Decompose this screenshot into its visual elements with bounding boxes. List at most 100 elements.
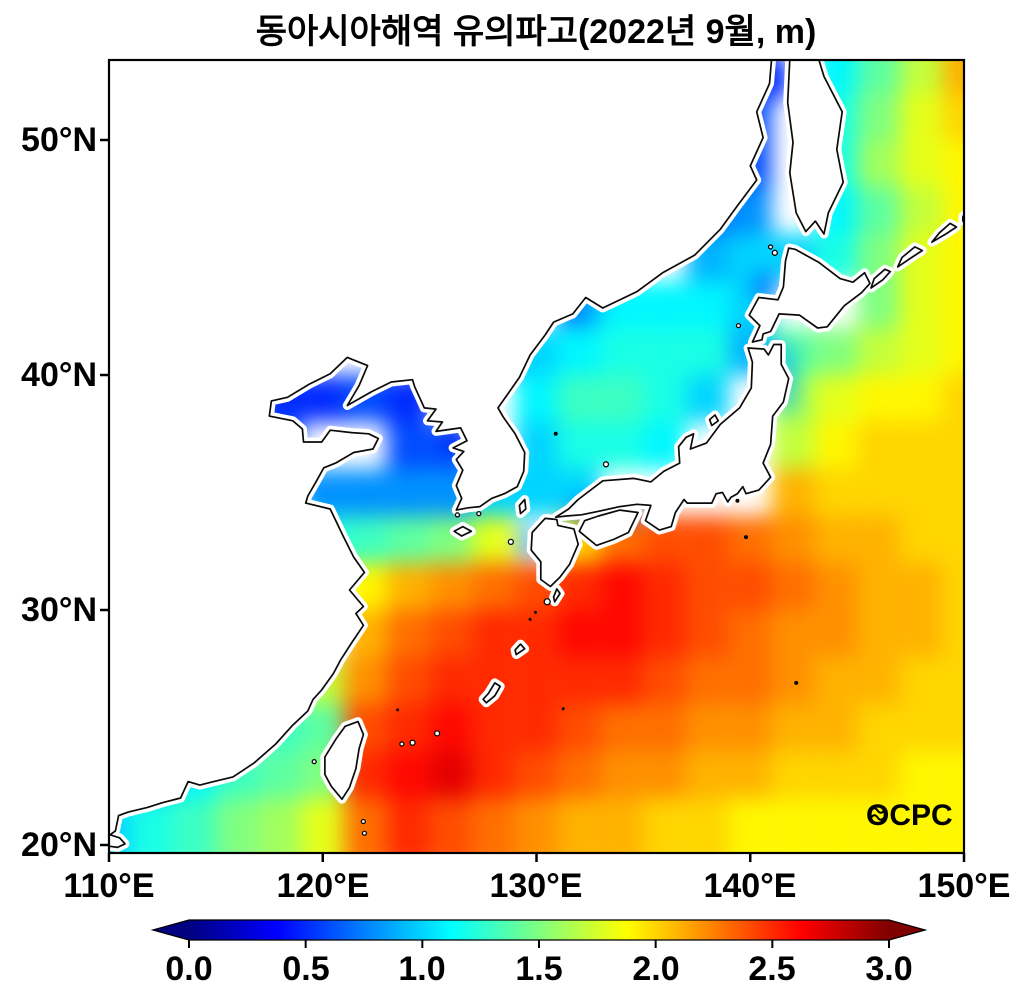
field-cell — [857, 93, 900, 140]
field-cell — [771, 751, 815, 798]
field-cell — [686, 657, 729, 704]
field-cell — [600, 563, 644, 610]
coastline-iturup — [896, 246, 924, 268]
field-cell — [771, 563, 815, 610]
colorbar-label-1: 0.5 — [282, 950, 329, 988]
field-cell — [557, 328, 601, 375]
ocpc-watermark-text: OCPC — [866, 799, 953, 832]
island-rebun — [767, 244, 774, 250]
axis-ticks — [100, 138, 966, 862]
field-cell — [857, 375, 900, 422]
field-cell — [258, 751, 302, 798]
field-cell — [600, 704, 644, 751]
field-cell — [429, 798, 473, 853]
field-cell — [686, 704, 729, 751]
field-cell — [386, 610, 430, 657]
field-cell — [942, 704, 964, 751]
y-tick-label-50n: 50°N — [21, 121, 97, 159]
island-okushiri — [735, 322, 742, 329]
field-cell — [643, 751, 687, 798]
coastline-tsushima — [518, 498, 527, 515]
field-cell — [429, 516, 473, 563]
island-rishiri — [771, 249, 778, 256]
island-tokara-2 — [533, 610, 537, 614]
field-cell — [942, 563, 964, 610]
field-cell — [686, 751, 729, 798]
field-cell — [728, 563, 772, 610]
field-cell — [728, 704, 772, 751]
landmasses — [109, 60, 964, 852]
island-iriomote — [399, 741, 405, 747]
field-cell — [814, 798, 858, 853]
field-cell — [686, 563, 729, 610]
field-cell — [557, 422, 601, 469]
field-cell — [557, 798, 601, 853]
x-tick-label-120e: 120°E — [276, 867, 369, 905]
field-cell — [857, 563, 900, 610]
ocpc-logo: OCPC — [866, 799, 953, 832]
field-cell — [814, 610, 858, 657]
field-cell — [301, 798, 345, 853]
field-cell — [386, 798, 430, 853]
field-cell — [600, 328, 644, 375]
field-cell — [814, 657, 858, 704]
field-cell — [600, 798, 644, 853]
field-cell — [899, 798, 943, 853]
field-cell — [557, 704, 601, 751]
island-oki — [602, 461, 610, 468]
colorbar-label-6: 3.0 — [865, 950, 912, 988]
island-batan-2 — [361, 830, 368, 836]
colorbar-label-3: 1.5 — [515, 950, 562, 988]
field-cell — [814, 422, 858, 469]
field-cell — [857, 187, 900, 234]
field-cell — [857, 328, 900, 375]
field-cell — [942, 140, 964, 187]
field-cell — [857, 657, 900, 704]
field-cell — [942, 375, 964, 422]
island-wando — [454, 512, 461, 518]
coastline-hainan-corner — [109, 833, 126, 849]
field-cell — [557, 610, 601, 657]
field-cell — [643, 375, 687, 422]
field-cell — [386, 657, 430, 704]
map-plot-area — [109, 60, 964, 853]
field-cell — [600, 657, 644, 704]
field-cell — [686, 516, 729, 563]
colorbar-over-arrow — [889, 920, 925, 940]
y-tick-label-30n: 30°N — [21, 591, 97, 629]
field-cell — [942, 469, 964, 516]
field-cell — [728, 610, 772, 657]
plot-border — [107, 58, 966, 855]
field-cell — [429, 704, 473, 751]
field-cell — [472, 751, 516, 798]
x-tick-label-110e: 110°E — [63, 867, 154, 905]
island-penghu — [311, 758, 317, 765]
coastline-mainland-asia — [109, 60, 773, 837]
field-cell — [857, 610, 900, 657]
field-cell — [771, 422, 815, 469]
field-cell — [899, 375, 943, 422]
field-cell — [643, 328, 687, 375]
coastline-jeju — [453, 525, 473, 537]
field-cell — [344, 469, 387, 516]
field-cell — [600, 375, 644, 422]
colorbar-label-2: 1.0 — [398, 950, 445, 988]
island-ogasawara — [794, 680, 799, 685]
coastline-amami — [514, 643, 526, 656]
field-cell — [899, 60, 943, 93]
field-cell — [942, 798, 964, 853]
field-cell — [429, 563, 473, 610]
coastline-sakhalin — [786, 60, 845, 235]
field-cell — [600, 751, 644, 798]
field-cell — [686, 375, 729, 422]
island-hachijojima — [743, 535, 748, 540]
colorbar: 0.0 0.5 1.0 1.5 2.0 2.5 3.0 — [150, 919, 928, 988]
field-cell — [857, 60, 900, 93]
field-cell — [857, 140, 900, 187]
field-cell — [686, 610, 729, 657]
field-cell — [857, 704, 900, 751]
field-cell — [386, 751, 430, 798]
field-cell — [728, 234, 772, 281]
island-goto — [507, 538, 515, 545]
